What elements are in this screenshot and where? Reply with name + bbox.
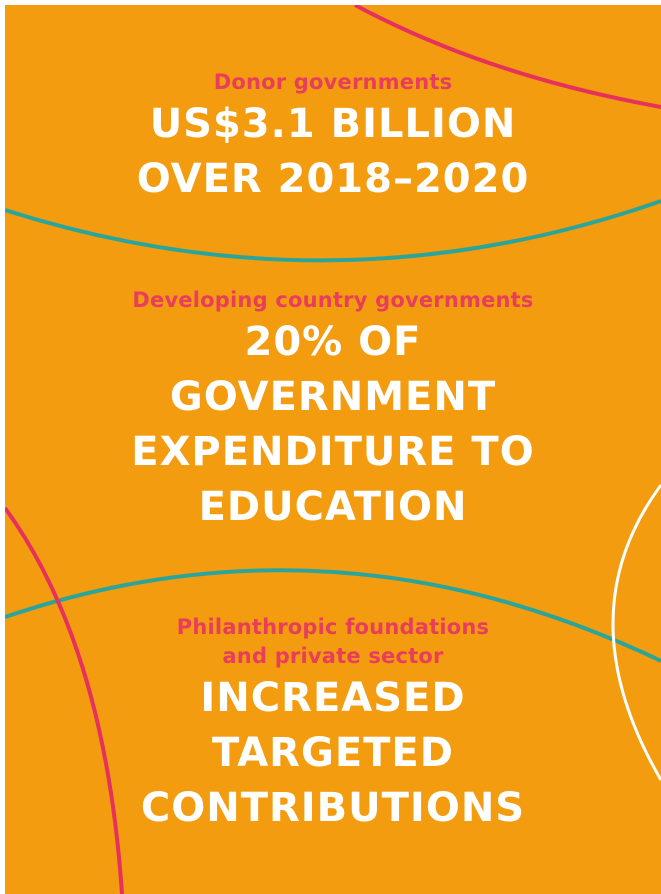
section-label-line: Philanthropic foundations xyxy=(176,615,490,639)
section-label-line: Donor governments xyxy=(213,70,453,94)
section-headline: 20% OF GOVERNMENT EXPENDITURE TO EDUCATI… xyxy=(5,315,661,535)
headline-line: INCREASED xyxy=(200,675,466,721)
pink-arc-top-right xyxy=(354,5,661,109)
section-label: Philanthropic foundations and private se… xyxy=(5,613,661,671)
headline-line: US$3.1 BILLION xyxy=(149,101,517,147)
section-label: Donor governments xyxy=(5,68,661,97)
section-headline: INCREASED TARGETED CONTRIBUTIONS xyxy=(5,671,661,836)
section-headline: US$3.1 BILLION OVER 2018–2020 xyxy=(5,97,661,207)
philanthropic-foundations-section: Philanthropic foundations and private se… xyxy=(5,613,661,836)
headline-line: 20% OF xyxy=(244,319,422,365)
section-label-line: Developing country governments xyxy=(132,288,534,312)
headline-line: EDUCATION xyxy=(198,484,468,530)
headline-line: EXPENDITURE TO xyxy=(131,429,535,475)
headline-line: OVER 2018–2020 xyxy=(136,156,530,202)
teal-arc-lower xyxy=(5,568,661,663)
panel-background xyxy=(5,5,661,894)
pink-arc-left xyxy=(5,506,124,894)
teal-arc-upper xyxy=(5,199,661,263)
headline-line: GOVERNMENT xyxy=(169,374,497,420)
decorative-curves xyxy=(5,5,661,894)
headline-line: CONTRIBUTIONS xyxy=(140,785,526,831)
section-label-line: and private sector xyxy=(222,644,444,668)
headline-line: TARGETED xyxy=(212,730,454,776)
orange-panel: Donor governments US$3.1 BILLION OVER 20… xyxy=(5,5,661,894)
developing-country-governments-section: Developing country governments 20% OF GO… xyxy=(5,286,661,535)
donor-governments-section: Donor governments US$3.1 BILLION OVER 20… xyxy=(5,68,661,207)
white-arc-right xyxy=(611,484,661,781)
section-label: Developing country governments xyxy=(5,286,661,315)
